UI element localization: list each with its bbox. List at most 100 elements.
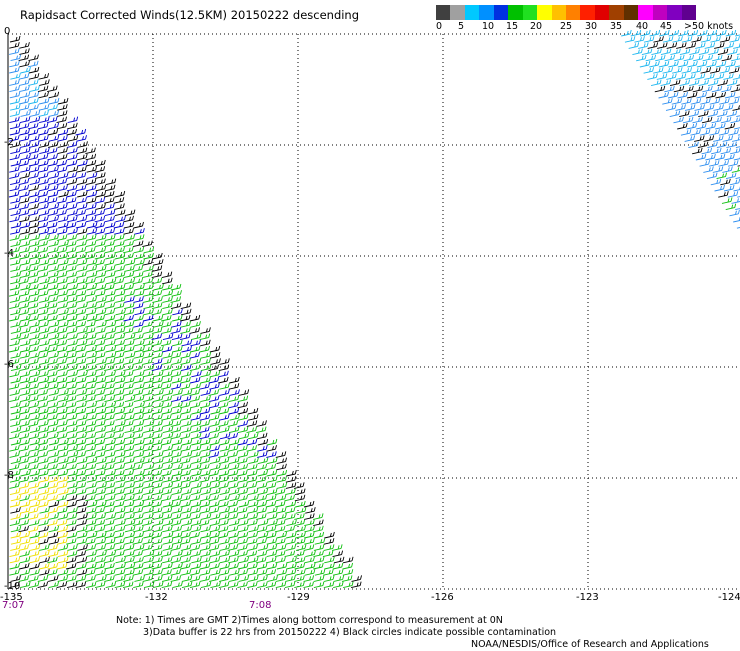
wind-barb (123, 271, 135, 279)
wind-barb (20, 339, 31, 347)
wind-barb (124, 296, 135, 303)
wind-barb (94, 389, 106, 396)
wind-barb (28, 104, 39, 111)
wind-barb (285, 513, 296, 520)
wind-barb (716, 141, 728, 149)
wind-barb (722, 104, 734, 111)
wind-barb (170, 327, 182, 334)
wind-barb (47, 407, 58, 415)
wind-barb (46, 302, 58, 310)
wind-barb (134, 308, 145, 316)
wind-barb (10, 54, 21, 62)
wind-barb (19, 296, 31, 303)
wind-barb (200, 569, 211, 576)
wind-barb (67, 283, 79, 291)
wind-barb (66, 265, 77, 272)
wind-barb (659, 29, 670, 37)
wind-barb (246, 438, 258, 446)
wind-barb (200, 451, 211, 458)
wind-barb (19, 252, 30, 260)
wind-barb (19, 91, 31, 99)
wind-barb (238, 556, 250, 564)
wind-barb (124, 538, 135, 545)
wind-barb (133, 221, 144, 229)
wind-barb (200, 445, 212, 452)
wind-barb (276, 513, 287, 520)
wind-barb (672, 67, 683, 74)
wind-barb (161, 401, 173, 409)
wind-barb (161, 345, 173, 353)
wind-barb (703, 104, 715, 111)
wind-barb (265, 463, 277, 471)
wind-barb (256, 562, 268, 570)
wind-barb (133, 451, 145, 458)
wind-barb (28, 166, 40, 173)
wind-barb (18, 432, 30, 440)
wind-barb (293, 482, 305, 489)
wind-barb (66, 494, 78, 502)
wind-barb (656, 73, 668, 80)
wind-barb (180, 494, 191, 502)
wind-barb (95, 556, 106, 564)
wind-barb (66, 197, 77, 204)
wind-barb (95, 395, 106, 403)
wind-barb (719, 67, 731, 74)
wind-barb (628, 42, 640, 49)
wind-barb (218, 469, 230, 477)
wind-barb (733, 156, 740, 161)
wind-barb (133, 252, 145, 260)
wind-barb (67, 122, 78, 130)
wind-barb (66, 432, 78, 440)
wind-barb (170, 383, 182, 390)
wind-barb (19, 389, 31, 396)
wind-barb (123, 228, 134, 235)
wind-barb (75, 321, 87, 328)
wind-barb (48, 383, 59, 390)
wind-barb (247, 463, 258, 471)
wind-barb (28, 401, 40, 409)
wind-barb (84, 327, 96, 334)
wind-barb (48, 451, 60, 458)
wind-barb (151, 265, 163, 272)
wind-barb (275, 544, 287, 551)
wind-barb (46, 426, 58, 434)
wind-barb (727, 48, 738, 56)
wind-barb (114, 209, 126, 217)
wind-barb (86, 234, 97, 241)
wind-barb (134, 407, 145, 415)
wind-barb (114, 190, 126, 198)
wind-barb (95, 426, 106, 434)
wind-barb (210, 476, 221, 483)
wind-barb (285, 476, 297, 483)
wind-barb (29, 259, 41, 266)
wind-barb (94, 215, 106, 223)
wind-barb (66, 321, 78, 328)
wind-barb (717, 110, 728, 118)
wind-barb (312, 513, 324, 520)
wind-barb (199, 519, 210, 527)
wind-barb (257, 451, 268, 458)
wind-barb (95, 364, 106, 372)
wind-barb (142, 451, 154, 458)
wind-barb (47, 308, 58, 316)
wind-barb (37, 352, 49, 359)
wind-barb (10, 308, 21, 316)
wind-barb (294, 575, 305, 582)
wind-barb (209, 488, 221, 496)
wind-barb (712, 166, 724, 173)
wind-barb (274, 500, 286, 508)
wind-barb (84, 569, 96, 576)
wind-barb (19, 271, 31, 279)
wind-barb (124, 562, 136, 570)
wind-barb (285, 500, 297, 508)
wind-barb (85, 333, 97, 341)
wind-barb (38, 370, 49, 378)
wind-barb (124, 438, 135, 446)
wind-barb (105, 339, 116, 347)
wind-barb (697, 141, 709, 149)
wind-barb (304, 525, 315, 533)
wind-barb (56, 327, 68, 334)
wind-barb (247, 531, 258, 539)
wind-barb (162, 556, 173, 564)
wind-barb (10, 575, 21, 582)
